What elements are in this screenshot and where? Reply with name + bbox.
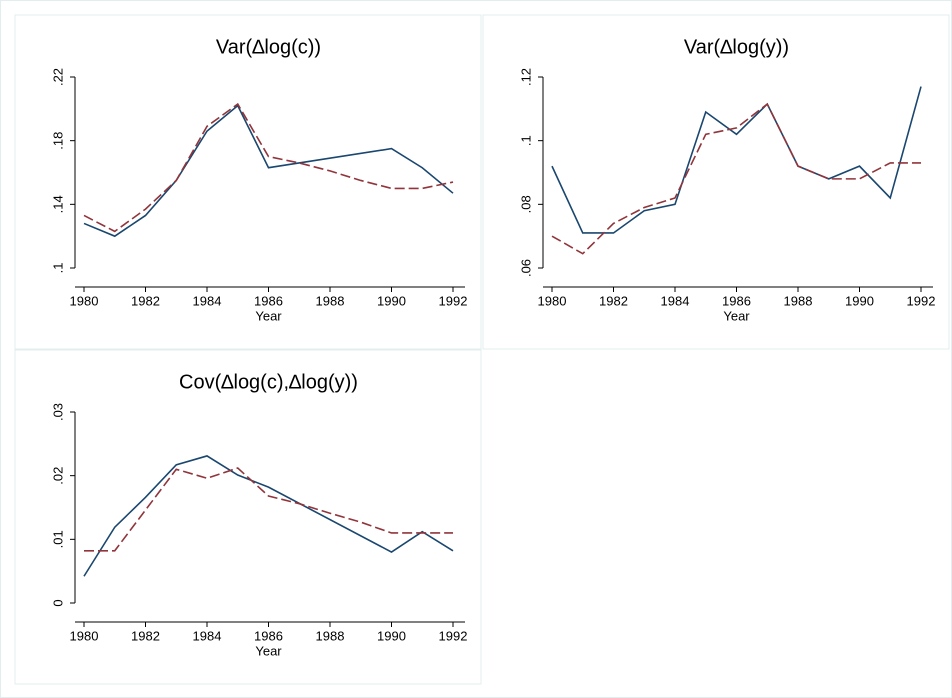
x-tick-label: 1984 — [661, 293, 690, 308]
x-tick-label: 1992 — [439, 628, 468, 643]
x-tick-label: 1984 — [193, 628, 222, 643]
series-line — [551, 102, 921, 255]
y-tick-label: .1 — [50, 263, 65, 274]
x-tick-label: 1992 — [439, 293, 468, 308]
panel: Cov(∆log(c),∆log(y)) 0 .01 .02 .03 1980 1982 19… — [14, 349, 482, 685]
panel-title: Var(∆log(y)) — [684, 36, 789, 58]
x-axis-title: Year — [723, 308, 750, 323]
x-tick-label: 1980 — [70, 293, 99, 308]
x-tick-label: 1992 — [907, 293, 936, 308]
y-tick-label: .12 — [518, 68, 533, 86]
x-tick-label: 1986 — [254, 628, 283, 643]
x-tick-label: 1988 — [316, 293, 345, 308]
y-tick-label: .08 — [518, 195, 533, 213]
x-tick-label: 1986 — [722, 293, 751, 308]
x-tick-label: 1990 — [845, 293, 874, 308]
series-line — [83, 104, 454, 238]
x-axis-title: Year — [255, 308, 282, 323]
x-tick-label: 1980 — [70, 628, 99, 643]
x-axis-title: Year — [255, 643, 282, 658]
panel-background — [482, 14, 950, 350]
panel: Var(∆log(c)) .1 .14 .18 .22 1980 1982 1984 1986 1… — [14, 14, 482, 350]
panel-title: Var(∆log(c)) — [216, 36, 321, 58]
y-tick-label: .14 — [50, 195, 65, 213]
panel-title: Cov(∆log(c),∆log(y)) — [179, 371, 358, 393]
x-tick-label: 1982 — [131, 628, 160, 643]
x-tick-label: 1990 — [377, 293, 406, 308]
x-tick-label: 1990 — [377, 628, 406, 643]
y-tick-label: .22 — [50, 68, 65, 86]
y-tick-label: .02 — [50, 467, 65, 485]
series-line — [84, 467, 453, 552]
series-line — [83, 455, 454, 577]
x-tick-label: 1980 — [538, 293, 567, 308]
y-tick-label: .18 — [50, 132, 65, 150]
y-tick-label: .01 — [50, 530, 65, 548]
x-tick-label: 1988 — [316, 628, 345, 643]
y-tick-label: 0 — [50, 599, 65, 606]
panel-background — [14, 349, 482, 685]
x-tick-label: 1982 — [131, 293, 160, 308]
x-tick-label: 1986 — [254, 293, 283, 308]
panel-background — [14, 14, 482, 350]
y-tick-label: .06 — [518, 259, 533, 277]
x-tick-label: 1982 — [599, 293, 628, 308]
y-tick-label: .1 — [518, 135, 533, 146]
series-line — [551, 86, 922, 234]
x-tick-label: 1984 — [193, 293, 222, 308]
series-line — [83, 102, 454, 233]
panel: Var(∆log(y)) .06 .08 .1 .12 1980 1982 1984 1986 1… — [482, 14, 950, 350]
x-tick-label: 1988 — [784, 293, 813, 308]
y-tick-label: .03 — [50, 403, 65, 421]
